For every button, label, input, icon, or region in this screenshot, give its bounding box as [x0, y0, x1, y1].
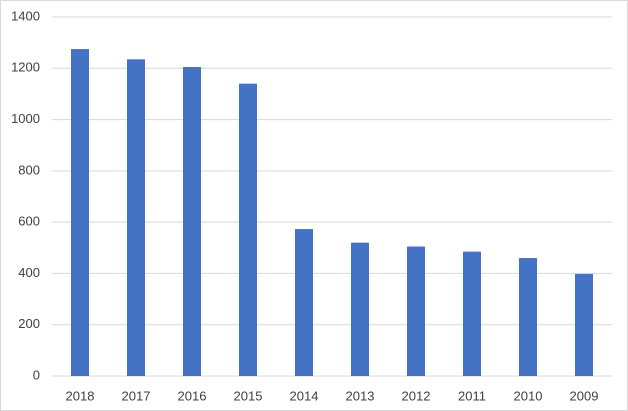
- bar: [295, 229, 313, 376]
- x-tick-label: 2018: [66, 388, 95, 403]
- x-tick-label: 2009: [570, 388, 599, 403]
- x-tick-label: 2011: [458, 388, 486, 403]
- bar: [127, 59, 145, 376]
- y-tick-label: 600: [18, 214, 40, 229]
- y-tick-label: 1000: [11, 111, 40, 126]
- bar: [575, 273, 593, 376]
- y-tick-label: 200: [18, 316, 40, 331]
- bar: [351, 242, 369, 376]
- x-tick-label: 2014: [290, 388, 319, 403]
- bar: [519, 258, 537, 376]
- bar: [239, 83, 257, 377]
- x-tick-label: 2015: [234, 388, 263, 403]
- y-tick-label: 1400: [11, 8, 40, 23]
- y-tick-label: 400: [18, 265, 40, 280]
- bar: [463, 251, 481, 376]
- x-tick-label: 2012: [402, 388, 431, 403]
- x-tick-label: 2010: [514, 388, 543, 403]
- bar: [407, 246, 425, 376]
- y-tick-label: 1200: [11, 60, 40, 75]
- bar: [71, 49, 89, 377]
- bar: [183, 67, 201, 376]
- x-tick-label: 2016: [178, 388, 207, 403]
- x-tick-label: 2017: [122, 388, 151, 403]
- y-tick-label: 800: [18, 162, 40, 177]
- x-tick-label: 2013: [346, 388, 375, 403]
- y-tick-label: 0: [33, 367, 40, 382]
